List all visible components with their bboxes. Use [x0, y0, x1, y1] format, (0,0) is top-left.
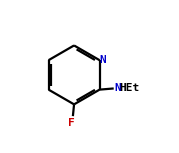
Text: F: F: [68, 118, 75, 128]
Text: N: N: [99, 55, 106, 65]
Text: N: N: [114, 83, 121, 93]
Text: HEt: HEt: [119, 83, 139, 93]
